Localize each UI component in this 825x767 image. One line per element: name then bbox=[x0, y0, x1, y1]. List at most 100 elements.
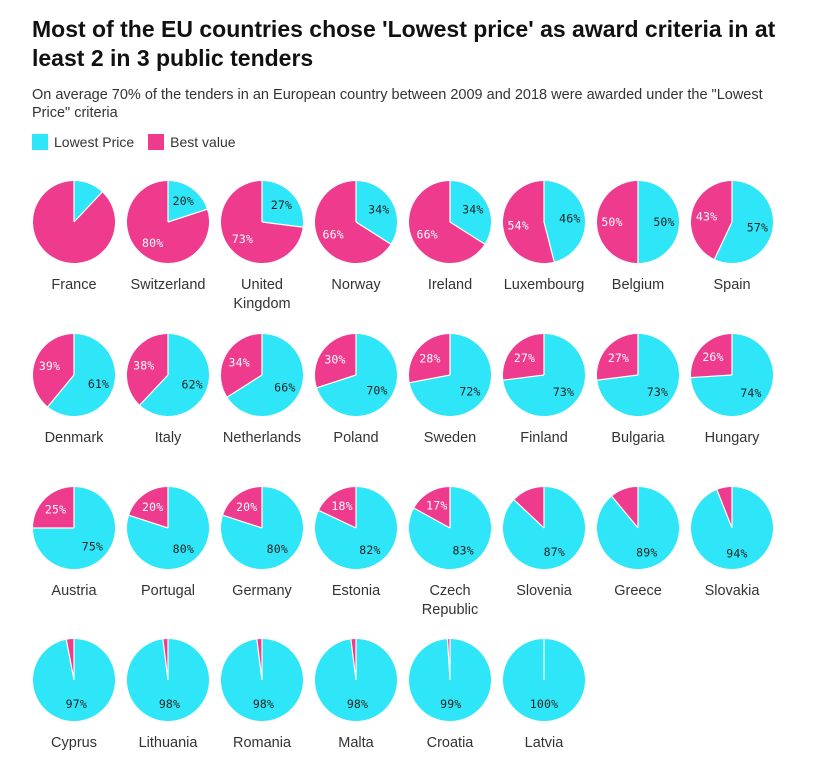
data-label-lowest-price: 98% bbox=[347, 697, 368, 711]
country-label: Slovenia bbox=[516, 583, 573, 599]
country-label-line: Romania bbox=[233, 735, 292, 751]
pie-portugal: 80% 20% Portugal bbox=[127, 487, 210, 599]
country-label-line: Austria bbox=[51, 583, 97, 599]
country-label-line: Cyprus bbox=[51, 735, 97, 751]
pie-slovenia: 87% Slovenia bbox=[502, 487, 585, 599]
country-label: Netherlands bbox=[223, 430, 301, 446]
slice-divider bbox=[611, 496, 639, 529]
chart-subtitle: On average 70% of the tenders in an Euro… bbox=[32, 87, 763, 121]
slice-divider bbox=[413, 507, 451, 529]
slice-best-value-portugal bbox=[129, 487, 168, 528]
slice-divider bbox=[261, 221, 303, 228]
data-label-lowest-price: 98% bbox=[253, 697, 274, 711]
legend-item-best-value: Best value bbox=[148, 134, 236, 150]
country-label: Spain bbox=[713, 277, 750, 293]
country-label-line: Germany bbox=[232, 583, 292, 599]
legend: Lowest Price Best value bbox=[32, 133, 250, 151]
country-label-line: Latvia bbox=[525, 735, 565, 751]
slice-divider bbox=[503, 374, 545, 381]
country-label: Cyprus bbox=[51, 735, 97, 751]
country-label-line: Lithuania bbox=[139, 735, 199, 751]
data-label-best-value: 28% bbox=[419, 351, 440, 365]
slice-lowest-price-italy bbox=[139, 334, 209, 417]
pie-lithuania: 98% Lithuania bbox=[126, 639, 209, 751]
data-label-best-value: 39% bbox=[39, 359, 60, 373]
pie-belgium: 50% 50% Belgium bbox=[597, 181, 679, 293]
data-label-lowest-price: 72% bbox=[459, 385, 480, 399]
data-label-lowest-price: 62% bbox=[182, 378, 203, 392]
data-label-lowest-price: 57% bbox=[747, 221, 768, 235]
country-label-line: Italy bbox=[155, 430, 182, 446]
data-label-best-value: 30% bbox=[324, 353, 345, 367]
country-label: Switzerland bbox=[131, 277, 206, 293]
data-label-lowest-price: 27% bbox=[271, 198, 292, 212]
pie-sweden: 72% 28% Sweden bbox=[409, 334, 492, 446]
slice-best-value-hungary bbox=[690, 334, 732, 378]
data-label-lowest-price: 97% bbox=[66, 697, 87, 711]
pie-ireland: 34% 66% Ireland bbox=[409, 181, 492, 293]
data-label-best-value: 26% bbox=[702, 350, 723, 364]
country-label-line: Estonia bbox=[332, 583, 381, 599]
slice-divider bbox=[139, 374, 169, 406]
data-label-lowest-price: 34% bbox=[368, 203, 389, 217]
data-label-lowest-price: 98% bbox=[159, 697, 180, 711]
country-label: Czech Republic bbox=[422, 583, 478, 618]
country-label-line: Greece bbox=[614, 583, 662, 599]
slice-divider bbox=[350, 639, 357, 681]
pie-czech-republic: 83% 17% Czech Republic bbox=[408, 487, 491, 618]
slice-lowest-price-belgium bbox=[638, 181, 679, 263]
country-label: Ireland bbox=[428, 277, 472, 293]
data-label-best-value: 54% bbox=[508, 218, 529, 232]
country-label: Luxembourg bbox=[504, 277, 585, 293]
slice-divider bbox=[716, 489, 733, 529]
slice-lowest-price-luxembourg bbox=[544, 181, 585, 262]
country-label: Croatia bbox=[427, 735, 475, 751]
pie-switzerland: 20% 80% Switzerland bbox=[126, 181, 209, 293]
data-label-best-value: 50% bbox=[601, 215, 622, 229]
country-label-line: Finland bbox=[520, 430, 568, 446]
data-label-best-value: 38% bbox=[133, 358, 154, 372]
data-label-lowest-price: 70% bbox=[366, 383, 387, 397]
slice-divider bbox=[543, 221, 555, 262]
slice-divider bbox=[446, 639, 451, 681]
pie-croatia: 99% Croatia bbox=[408, 639, 491, 751]
data-label-lowest-price: 73% bbox=[553, 385, 574, 399]
data-label-best-value: 27% bbox=[608, 351, 629, 365]
country-label: Latvia bbox=[525, 735, 565, 751]
data-label-lowest-price: 66% bbox=[274, 381, 295, 395]
country-label: Estonia bbox=[332, 583, 381, 599]
pie-latvia: 100% Latvia bbox=[503, 639, 585, 751]
legend-item-lowest-price: Lowest Price bbox=[32, 134, 134, 150]
country-label-line: Switzerland bbox=[131, 277, 206, 293]
data-label-lowest-price: 75% bbox=[82, 539, 103, 553]
country-label-line: Hungary bbox=[705, 430, 761, 446]
country-label: Austria bbox=[51, 583, 97, 599]
country-label: Poland bbox=[333, 430, 378, 446]
country-label: France bbox=[51, 277, 96, 293]
legend-label-best-value: Best value bbox=[170, 134, 236, 150]
data-label-best-value: 25% bbox=[45, 503, 66, 517]
pie-poland: 70% 30% Poland bbox=[315, 334, 398, 446]
slice-best-value-estonia bbox=[318, 486, 356, 528]
data-label-best-value: 66% bbox=[417, 228, 438, 242]
slice-lowest-price-denmark bbox=[47, 334, 116, 416]
country-label-line: Czech bbox=[429, 583, 470, 599]
slice-divider bbox=[318, 509, 357, 529]
country-label: Germany bbox=[232, 583, 292, 599]
data-label-lowest-price: 50% bbox=[653, 215, 674, 229]
country-label-line: United bbox=[241, 277, 283, 293]
legend-label-lowest-price: Lowest Price bbox=[54, 134, 135, 150]
country-label-line: Ireland bbox=[428, 277, 472, 293]
country-label-line: Denmark bbox=[45, 430, 105, 446]
pie-germany: 80% 20% Germany bbox=[221, 487, 304, 599]
country-label-line: France bbox=[51, 277, 96, 293]
pie-slovakia: 94% Slovakia bbox=[691, 487, 774, 599]
slice-divider bbox=[713, 221, 733, 260]
country-label-line: Belgium bbox=[612, 277, 664, 293]
slice-best-value-italy bbox=[126, 334, 168, 405]
slice-divider bbox=[47, 374, 75, 407]
data-label-lowest-price: 74% bbox=[740, 386, 761, 400]
country-label: Portugal bbox=[141, 583, 195, 599]
country-label: Bulgaria bbox=[611, 430, 665, 446]
